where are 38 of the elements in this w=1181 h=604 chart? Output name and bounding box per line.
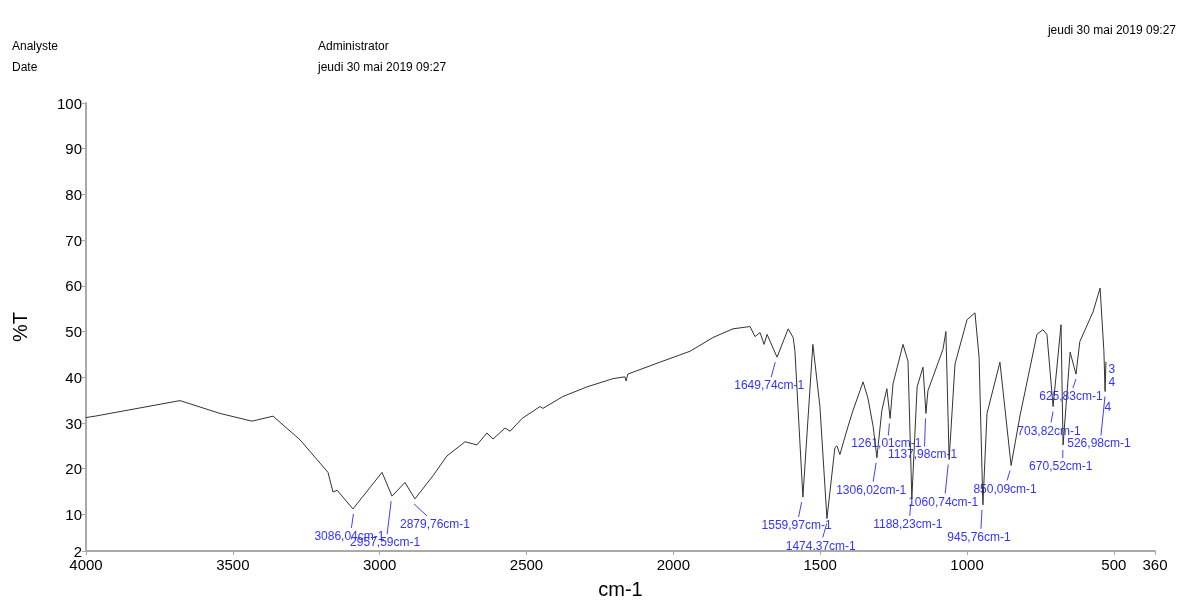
- x-tick-label: 3000: [362, 556, 397, 573]
- y-tick-label: 80: [65, 185, 82, 203]
- y-tick-label: 60: [65, 277, 82, 295]
- x-tick-label: 3500: [216, 556, 250, 573]
- x-tick-label: 500: [1101, 556, 1127, 573]
- annotation: 4: [1104, 400, 1112, 415]
- x-tick-label: 360: [1142, 556, 1168, 573]
- annotation: 1306,02cm-1: [836, 482, 907, 497]
- annotation: 526,98cm-1: [1067, 436, 1131, 451]
- y-tick-label: 50: [65, 323, 82, 341]
- y-tick-label: 30: [65, 414, 82, 432]
- text: jeudi 30 mai 2019 09:27: [317, 60, 447, 74]
- x-tick-label: 1500: [803, 556, 837, 573]
- x-tick-label: 2500: [509, 556, 544, 573]
- annotation: 1188,23cm-1: [873, 516, 943, 531]
- y-axis-title: %T: [9, 312, 31, 342]
- text: Analyste: [12, 39, 59, 53]
- annotation: 1649,74cm-1: [734, 378, 805, 393]
- annotation: 1559,97cm-1: [761, 518, 832, 533]
- annotation: 670,52cm-1: [1029, 458, 1093, 473]
- x-tick-label: 2000: [656, 556, 691, 573]
- y-tick-label: 10: [65, 505, 82, 523]
- annotation: 945,76cm-1: [947, 529, 1011, 544]
- y-tick-label: 40: [65, 368, 82, 386]
- text: Administrator: [318, 39, 389, 53]
- x-axis-title: cm-1: [598, 578, 643, 600]
- annotation: 2879,76cm-1: [399, 516, 471, 531]
- annotation: 1474,37cm-1: [785, 538, 857, 553]
- text: jeudi 30 mai 2019 09:27: [1046, 23, 1177, 37]
- y-tick-label: 20: [65, 460, 82, 478]
- y-tick-label: 100: [56, 94, 82, 112]
- y-tick-label: 70: [65, 231, 82, 249]
- annotation: 4: [1108, 375, 1116, 390]
- x-tick-label: 1000: [950, 556, 984, 573]
- y-tick-label: 90: [65, 140, 82, 158]
- annotation: 1060,74cm-1: [908, 494, 979, 509]
- text: Date: [12, 60, 38, 74]
- annotation: 3: [1108, 362, 1116, 377]
